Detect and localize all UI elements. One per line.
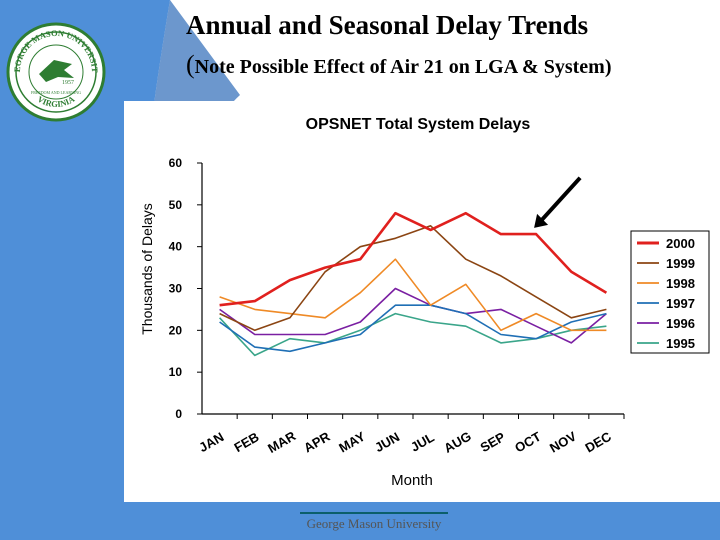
subtitle-text: Note Possible Effect of Air 21 on LGA & … [194, 56, 612, 78]
slide-title: Annual and Seasonal Delay Trends [186, 10, 589, 40]
series-line-1999 [219, 225, 607, 332]
chart-series-group [219, 211, 608, 357]
chart-title: OPSNET Total System Delays [306, 116, 531, 133]
legend-box [630, 230, 710, 354]
chart-legend: 2000 1999 1998 1997 1996 1995 [630, 230, 710, 354]
series-line-1998 [219, 258, 607, 332]
x-tick-label: FEB [231, 429, 261, 455]
x-tick-label: OCT [512, 429, 543, 456]
y-tick-label: 20 [169, 323, 183, 337]
series-line-1996 [219, 287, 607, 344]
y-axis-label: Thousands of Delays [139, 203, 155, 335]
y-tick-label: 30 [169, 282, 183, 296]
chart-axes: 0 10 20 30 40 50 60 JAN FEB MAR APR MAY JUN JUL AUG SEP… [169, 156, 625, 456]
slide-subtitle: (Note Possible Effect of Air 21 on LGA &… [186, 50, 611, 80]
legend-label-1995: 1995 [666, 336, 695, 351]
x-axis-label: Month [391, 472, 433, 489]
y-tick-label: 10 [169, 365, 183, 379]
subtitle-paren: ( [186, 50, 195, 79]
x-tick-label: NOV [547, 428, 579, 455]
chart-panel: OPSNET Total System Delays Thousands of … [124, 101, 720, 502]
y-tick-label: 0 [175, 407, 182, 421]
chart-annotation [534, 176, 582, 228]
legend-label-1999: 1999 [666, 256, 695, 271]
legend-label-1997: 1997 [666, 296, 695, 311]
x-tick-label: JAN [196, 429, 226, 455]
seal-bottom-text: VIRGINIA [36, 93, 77, 109]
x-tick-label: JUN [372, 429, 402, 455]
y-tick-label: 50 [169, 198, 183, 212]
series-line-2000 [219, 211, 608, 307]
y-tick-label: 40 [169, 240, 183, 254]
x-tick-label: JUL [408, 429, 437, 454]
series-line-1995 [219, 312, 607, 357]
legend-label-1998: 1998 [666, 276, 695, 291]
x-tick-label: APR [301, 428, 333, 455]
x-tick-label: SEP [478, 429, 508, 455]
x-tick-label: MAY [336, 429, 368, 456]
delay-chart: OPSNET Total System Delays Thousands of … [139, 116, 710, 489]
x-tick-label: AUG [441, 428, 474, 455]
x-tick-label: DEC [583, 428, 615, 455]
svg-text:VIRGINIA: VIRGINIA [36, 93, 77, 109]
seal-year: 1957 [62, 80, 74, 86]
legend-label-2000: 2000 [666, 236, 695, 251]
series-line-1997 [219, 304, 607, 353]
annotation-arrow-shaft [538, 176, 582, 224]
slide-footer: George Mason University [300, 512, 448, 532]
seal-emblem-icon [39, 60, 74, 82]
x-tick-label: MAR [265, 428, 299, 456]
y-tick-label: 60 [169, 156, 183, 170]
seal-motto: FREEDOM AND LEARNING [31, 90, 81, 95]
university-seal: GEORGE MASON UNIVERSITY VIRGINIA 1957 FR… [6, 22, 106, 122]
legend-label-1996: 1996 [666, 316, 695, 331]
annotation-arrow-head [534, 213, 549, 228]
